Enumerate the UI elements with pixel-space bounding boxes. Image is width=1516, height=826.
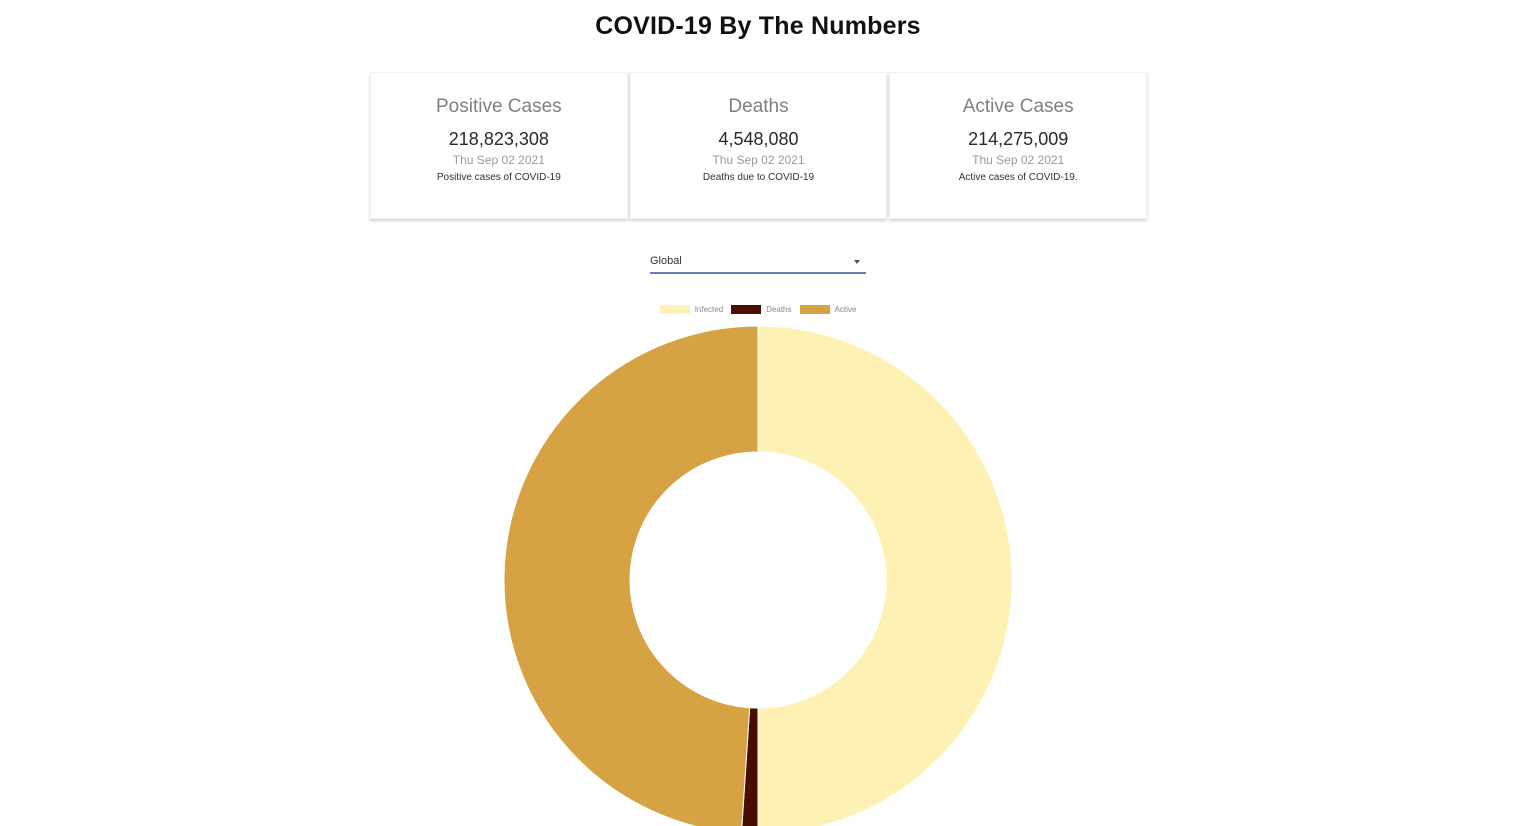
legend-label: Infected bbox=[694, 305, 724, 314]
card-title: Positive Cases bbox=[436, 96, 562, 117]
card-date: Thu Sep 02 2021 bbox=[712, 153, 805, 167]
deaths-card: Deaths 4,548,080 Thu Sep 02 2021 Deaths … bbox=[629, 72, 888, 219]
card-date: Thu Sep 02 2021 bbox=[972, 153, 1065, 167]
active-cases-card: Active Cases 214,275,009 Thu Sep 02 2021… bbox=[889, 72, 1148, 219]
country-select-value: Global bbox=[650, 255, 682, 267]
positive-cases-card: Positive Cases 218,823,308 Thu Sep 02 20… bbox=[370, 72, 628, 219]
legend-item-infected[interactable]: Infected bbox=[659, 305, 724, 314]
country-select[interactable]: Global bbox=[650, 250, 866, 274]
legend-label: Active bbox=[834, 305, 857, 314]
legend-item-active[interactable]: Active bbox=[799, 305, 857, 314]
legend-item-deaths[interactable]: Deaths bbox=[731, 305, 792, 314]
page-title: COVID-19 By The Numbers bbox=[595, 12, 921, 40]
card-description: Deaths due to COVID-19 bbox=[702, 172, 815, 183]
legend-swatch bbox=[731, 305, 762, 314]
legend-swatch bbox=[799, 305, 830, 314]
card-title: Active Cases bbox=[962, 96, 1074, 117]
card-description: Active cases of COVID-19. bbox=[958, 172, 1078, 183]
slice-active[interactable] bbox=[503, 325, 759, 826]
card-value: 218,823,308 bbox=[448, 129, 549, 149]
card-value: 214,275,009 bbox=[968, 129, 1069, 149]
legend-swatch bbox=[659, 305, 690, 314]
legend-label: Deaths bbox=[766, 305, 792, 314]
chart-legend: Infected Deaths Active bbox=[0, 305, 1516, 314]
slice-infected[interactable] bbox=[757, 325, 1013, 826]
card-title: Deaths bbox=[728, 96, 789, 117]
card-value: 4,548,080 bbox=[718, 129, 799, 149]
stats-cards: Positive Cases 218,823,308 Thu Sep 02 20… bbox=[370, 72, 1148, 219]
card-date: Thu Sep 02 2021 bbox=[452, 153, 545, 167]
card-description: Positive cases of COVID-19 bbox=[436, 172, 561, 183]
chevron-down-icon bbox=[854, 260, 860, 264]
